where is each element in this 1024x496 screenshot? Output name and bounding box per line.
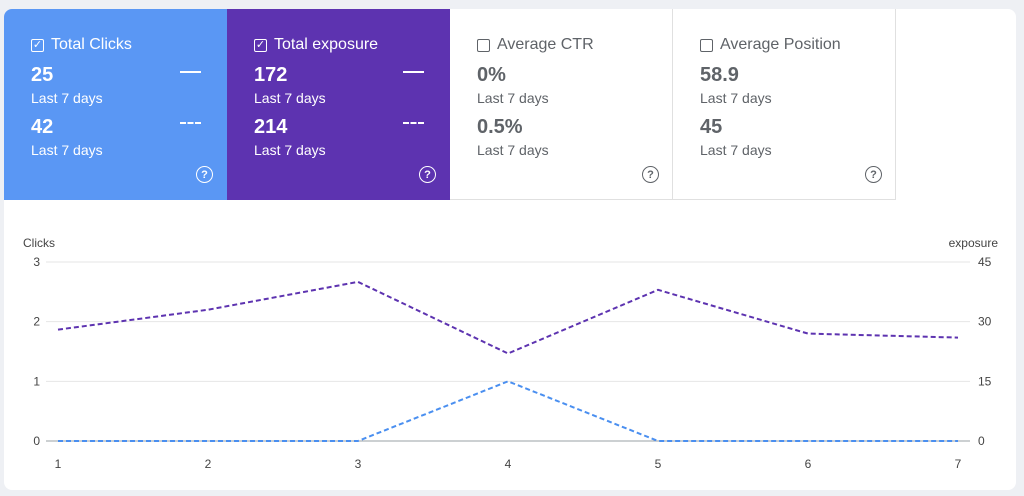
metric-value-current: 172 (254, 64, 288, 86)
tile-header[interactable]: Average CTR (477, 36, 594, 54)
metric-period-previous: Last 7 days (31, 142, 103, 158)
metric-period-previous: Last 7 days (477, 142, 549, 158)
right-tick-label: 0 (978, 434, 985, 448)
metric-period-current: Last 7 days (31, 90, 103, 106)
left-axis-label: Clicks (23, 236, 55, 250)
right-tick-label: 45 (978, 255, 992, 269)
right-tick-label: 30 (978, 315, 992, 329)
checkbox-unchecked-icon[interactable] (700, 38, 713, 52)
x-tick-label: 2 (205, 457, 212, 471)
dashed-line-legend-icon (403, 122, 424, 124)
help-icon[interactable]: ? (865, 166, 882, 183)
metric-period-current: Last 7 days (700, 90, 772, 106)
checkbox-unchecked-icon[interactable] (477, 38, 490, 52)
checkbox-checked-icon[interactable]: ✓ (31, 38, 44, 52)
chart-grid (46, 261, 970, 442)
left-tick-label: 3 (33, 255, 40, 269)
metric-value-previous: 0.5% (477, 116, 523, 138)
metric-period-current: Last 7 days (254, 90, 326, 106)
series-line (58, 380, 958, 442)
series-line (57, 280, 959, 355)
help-icon[interactable]: ? (642, 166, 659, 183)
right-tick-label: 15 (978, 374, 992, 388)
tile-average-ctr[interactable]: Average CTR 0% Last 7 days 0.5% Last 7 d… (450, 9, 673, 200)
performance-card: ✓ Total Clicks 25 Last 7 days 42 Last 7 … (4, 9, 1016, 490)
tile-header[interactable]: ✓ Total exposure (254, 36, 378, 54)
tile-average-position[interactable]: Average Position 58.9 Last 7 days 45 Las… (673, 9, 896, 200)
x-tick-label: 5 (655, 457, 662, 471)
solid-line-legend-icon (403, 71, 424, 73)
tile-label: Total Clicks (51, 36, 132, 53)
metric-value-current: 25 (31, 64, 54, 86)
tile-header[interactable]: ✓ Total Clicks (31, 36, 132, 54)
metric-value-previous: 42 (31, 116, 54, 138)
tile-total-exposure[interactable]: ✓ Total exposure 172 Last 7 days 214 Las… (227, 9, 450, 200)
tile-label: Average Position (720, 36, 841, 53)
metric-tiles: ✓ Total Clicks 25 Last 7 days 42 Last 7 … (4, 9, 897, 200)
help-icon[interactable]: ? (196, 166, 213, 183)
left-tick-label: 1 (33, 374, 40, 388)
tile-header[interactable]: Average Position (700, 36, 841, 54)
x-tick-label: 3 (355, 457, 362, 471)
chart-series (57, 280, 959, 442)
metric-period-current: Last 7 days (477, 90, 549, 106)
tile-label: Average CTR (497, 36, 594, 53)
checkbox-checked-icon[interactable]: ✓ (254, 38, 267, 52)
metric-period-previous: Last 7 days (700, 142, 772, 158)
help-icon[interactable]: ? (419, 166, 436, 183)
x-tick-label: 7 (955, 457, 962, 471)
left-tick-label: 2 (33, 315, 40, 329)
right-axis-label: exposure (949, 236, 999, 250)
solid-line-legend-icon (180, 71, 201, 73)
x-tick-label: 4 (505, 457, 512, 471)
x-tick-label: 6 (805, 457, 812, 471)
metric-value-previous: 214 (254, 116, 288, 138)
metric-value-current: 58.9 (700, 64, 739, 86)
tile-total-clicks[interactable]: ✓ Total Clicks 25 Last 7 days 42 Last 7 … (4, 9, 227, 200)
dashed-line-legend-icon (180, 122, 201, 124)
metric-value-previous: 45 (700, 116, 723, 138)
left-tick-label: 0 (33, 434, 40, 448)
tile-label: Total exposure (274, 36, 379, 53)
performance-chart: Clicks exposure 0 1 2 3 0 15 30 45 1 2 3 4 5 6 7 (4, 200, 1016, 490)
metric-value-current: 0% (477, 64, 506, 86)
metric-period-previous: Last 7 days (254, 142, 326, 158)
x-tick-label: 1 (55, 457, 62, 471)
